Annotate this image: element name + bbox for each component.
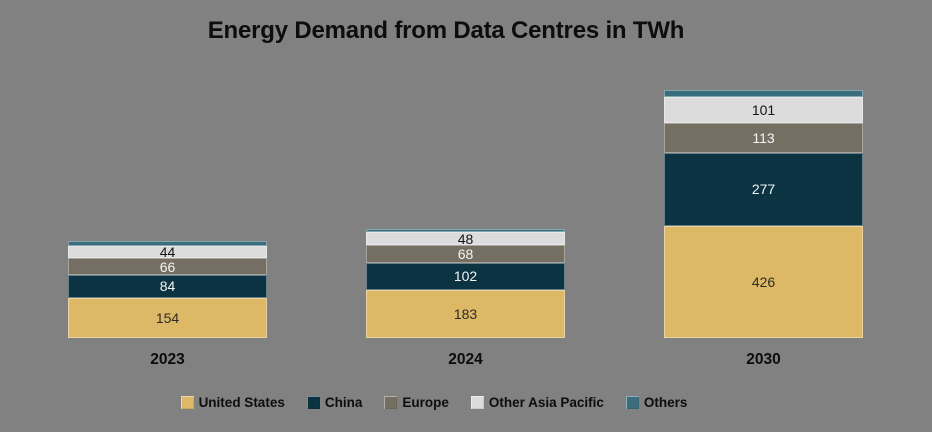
segment-china-2030: 277 xyxy=(664,152,863,226)
legend-label: Europe xyxy=(402,394,449,410)
segment-value-label: 426 xyxy=(751,273,776,290)
segment-other-asia-pacific-2023: 44 xyxy=(68,244,267,261)
segment-value-label: 113 xyxy=(752,130,775,147)
legend-item-others: Others xyxy=(625,394,688,410)
legend-swatch-others xyxy=(625,395,639,409)
segment-value-label: 84 xyxy=(159,278,176,295)
segment-united-states-2030: 426 xyxy=(664,225,863,338)
segment-value-label: 48 xyxy=(457,230,474,247)
segment-other-asia-pacific-2030: 101 xyxy=(664,96,863,124)
legend-item-china: China xyxy=(306,394,363,410)
legend-swatch-china xyxy=(306,395,320,409)
segment-others-2030 xyxy=(664,90,863,97)
segment-other-asia-pacific-2024: 48 xyxy=(366,230,565,247)
segment-value-label: 44 xyxy=(159,244,176,261)
segment-china-2024: 102 xyxy=(366,262,565,290)
segment-value-label: 154 xyxy=(155,309,180,326)
legend-item-europe: Europe xyxy=(384,395,449,410)
segment-value-label: 102 xyxy=(453,268,478,285)
legend-label: Other Asia Pacific xyxy=(488,394,604,410)
bar-2030: 426 277 113 101 xyxy=(664,90,863,338)
bar-2024: 183 102 68 48 xyxy=(366,228,565,338)
segment-value-label: 277 xyxy=(751,181,776,198)
x-axis-label-2023: 2023 xyxy=(150,351,185,368)
legend-swatch-europe xyxy=(384,395,398,409)
segment-others-2024 xyxy=(366,228,565,233)
chart-title: Energy Demand from Data Centres in TWh xyxy=(207,17,685,44)
segment-others-2023 xyxy=(68,241,267,247)
legend-swatch-other-asia-pacific xyxy=(470,395,484,409)
x-axis-label-2024: 2024 xyxy=(448,351,483,368)
legend-label: China xyxy=(324,394,363,410)
segment-value-label: 68 xyxy=(457,245,474,262)
legend: United States China Europe Other Asia Pacif… xyxy=(0,392,868,412)
legend-swatch-united-states xyxy=(180,395,194,409)
segment-china-2023: 84 xyxy=(68,275,267,298)
legend-label: United States xyxy=(198,394,285,410)
segment-europe-2023: 66 xyxy=(68,258,267,276)
legend-item-other-asia-pacific: Other Asia Pacific xyxy=(470,394,604,410)
legend-item-united-states: United States xyxy=(180,394,285,410)
bar-2023: 154 84 66 44 xyxy=(68,241,267,338)
segment-value-label: 101 xyxy=(751,101,776,118)
segment-value-label: 66 xyxy=(159,258,176,275)
segment-united-states-2024: 183 xyxy=(366,289,565,338)
x-axis-label-2030: 2030 xyxy=(746,351,781,368)
segment-united-states-2023: 154 xyxy=(68,297,267,338)
segment-europe-2030: 113 xyxy=(664,123,863,153)
segment-value-label: 183 xyxy=(453,305,478,322)
legend-label: Others xyxy=(643,394,688,410)
segment-europe-2024: 68 xyxy=(366,245,565,263)
